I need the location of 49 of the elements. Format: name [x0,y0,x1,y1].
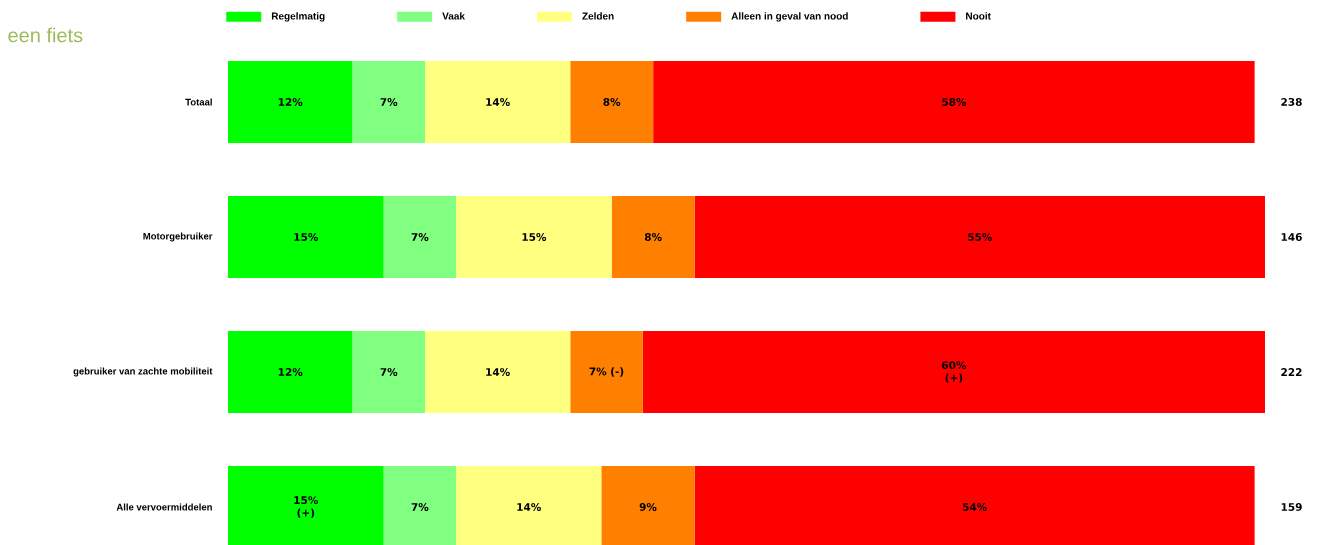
bar [653,61,1255,143]
legend-label: Regelmatig [271,12,325,22]
data-label: 7% (-) [589,367,624,377]
bar [228,330,353,413]
data-label: 55% [968,233,993,241]
bar [642,330,1265,413]
data-label: 15% (+) [294,496,319,518]
legend-label: Alleen in geval van nood [731,12,848,22]
data-label: 12% [278,98,303,106]
data-label: 60% (+) [941,361,967,383]
legend-label: Nooit [966,12,991,20]
data-label: 14% [486,98,510,106]
bar [352,61,426,143]
text: 146 [1281,233,1302,241]
y-tick-label: Totaal [185,98,212,106]
data-label: 7% [380,98,398,106]
data-label: 14% [486,368,510,376]
bar [352,330,426,413]
bar [383,195,457,278]
y-tick-label: Alle vervoermiddelen [116,503,212,511]
data-label: 58% [942,98,967,106]
text: 159 [1281,503,1302,511]
data-label: 12% [278,368,303,376]
bar [425,61,571,143]
data-label: 8% [644,233,662,241]
y-tick-label: Motorgebruiker [143,232,213,242]
data-label: 15% [294,233,319,241]
data-label: 8% [603,98,621,106]
bar [570,330,643,413]
bar [570,61,654,143]
data-label: 7% [411,233,429,241]
data-label: 9% [639,503,657,511]
y-tick-label: gebruiker van zachte mobiliteit [73,367,213,377]
data-label: 14% [517,503,541,511]
data-label: 54% [962,503,987,511]
bar [456,195,612,278]
bar [694,195,1265,278]
data-label: 7% [380,368,398,376]
data-label: 7% [411,503,429,511]
data-label: 15% [522,233,547,241]
text: 238 [1281,98,1302,106]
text: 222 [1281,368,1302,376]
legend-label: Zelden [582,12,614,20]
legend-label: Vaak [442,12,465,20]
text: een fiets [8,27,83,43]
bar [425,330,571,413]
bar [611,195,695,278]
bar [228,195,384,278]
bar [228,61,353,143]
